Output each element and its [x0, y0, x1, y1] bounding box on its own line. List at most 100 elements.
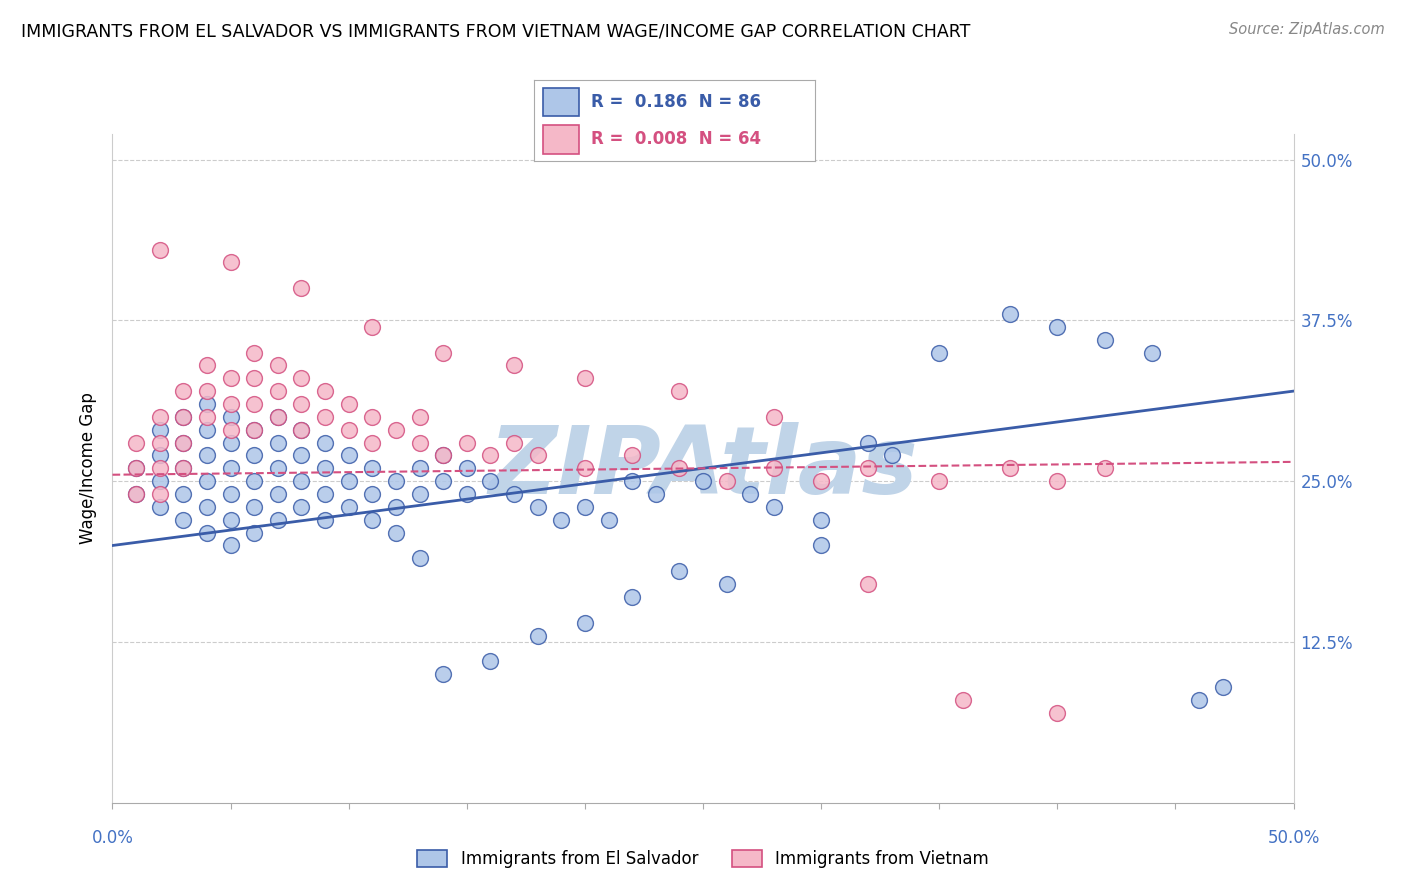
Point: [692, 474, 714, 488]
Point: [149, 449, 172, 463]
Point: [621, 590, 644, 604]
Point: [219, 255, 242, 269]
Point: [290, 281, 312, 295]
Point: [385, 423, 408, 437]
Point: [621, 474, 644, 488]
Point: [314, 513, 336, 527]
Point: [243, 345, 266, 359]
Point: [385, 525, 408, 540]
Point: [267, 487, 290, 501]
Point: [267, 461, 290, 475]
Point: [290, 371, 312, 385]
Point: [125, 487, 148, 501]
Point: [290, 423, 312, 437]
Point: [952, 693, 974, 707]
Point: [195, 423, 218, 437]
Point: [125, 435, 148, 450]
Point: [337, 423, 360, 437]
Point: [810, 539, 832, 553]
Point: [858, 435, 880, 450]
Point: [290, 500, 312, 514]
Point: [219, 487, 242, 501]
Point: [243, 500, 266, 514]
Point: [149, 243, 172, 257]
Point: [361, 435, 384, 450]
Point: [219, 513, 242, 527]
Point: [149, 487, 172, 501]
Text: 0.0%: 0.0%: [91, 829, 134, 847]
Point: [928, 345, 950, 359]
Point: [243, 423, 266, 437]
Point: [456, 487, 478, 501]
Point: [716, 474, 738, 488]
Point: [503, 487, 526, 501]
Point: [1094, 333, 1116, 347]
Point: [195, 474, 218, 488]
Point: [149, 409, 172, 424]
Point: [858, 577, 880, 591]
Point: [172, 435, 194, 450]
FancyBboxPatch shape: [543, 87, 579, 117]
Point: [149, 423, 172, 437]
Point: [243, 474, 266, 488]
Point: [432, 449, 454, 463]
Point: [526, 449, 548, 463]
Point: [928, 474, 950, 488]
Point: [526, 500, 548, 514]
Point: [880, 449, 903, 463]
Text: Source: ZipAtlas.com: Source: ZipAtlas.com: [1229, 22, 1385, 37]
Point: [314, 384, 336, 398]
Point: [408, 487, 430, 501]
Point: [149, 474, 172, 488]
Point: [243, 423, 266, 437]
Point: [361, 409, 384, 424]
Point: [267, 513, 290, 527]
Point: [195, 449, 218, 463]
Point: [267, 384, 290, 398]
Point: [290, 449, 312, 463]
Point: [361, 319, 384, 334]
Point: [172, 435, 194, 450]
Point: [503, 359, 526, 373]
Point: [149, 500, 172, 514]
Point: [456, 461, 478, 475]
Point: [243, 449, 266, 463]
Point: [668, 564, 690, 578]
Point: [1046, 706, 1069, 720]
Point: [172, 461, 194, 475]
Point: [219, 409, 242, 424]
Point: [337, 474, 360, 488]
Point: [314, 461, 336, 475]
Point: [125, 487, 148, 501]
Point: [716, 577, 738, 591]
Text: ZIPAtlas: ZIPAtlas: [488, 422, 918, 515]
Point: [337, 500, 360, 514]
Point: [149, 461, 172, 475]
Point: [195, 525, 218, 540]
Point: [243, 371, 266, 385]
Point: [810, 474, 832, 488]
Point: [550, 513, 572, 527]
Point: [762, 500, 785, 514]
Point: [479, 449, 502, 463]
Point: [290, 474, 312, 488]
Point: [125, 461, 148, 475]
Point: [172, 487, 194, 501]
Point: [408, 461, 430, 475]
Point: [290, 397, 312, 411]
Point: [644, 487, 666, 501]
Point: [408, 435, 430, 450]
Point: [172, 409, 194, 424]
Point: [172, 384, 194, 398]
Y-axis label: Wage/Income Gap: Wage/Income Gap: [79, 392, 97, 544]
Point: [195, 397, 218, 411]
Point: [361, 487, 384, 501]
Text: R =  0.186  N = 86: R = 0.186 N = 86: [591, 93, 761, 111]
Point: [456, 435, 478, 450]
Point: [408, 551, 430, 566]
Point: [810, 513, 832, 527]
Point: [361, 461, 384, 475]
Text: 50.0%: 50.0%: [1267, 829, 1320, 847]
Point: [432, 667, 454, 681]
Point: [432, 474, 454, 488]
